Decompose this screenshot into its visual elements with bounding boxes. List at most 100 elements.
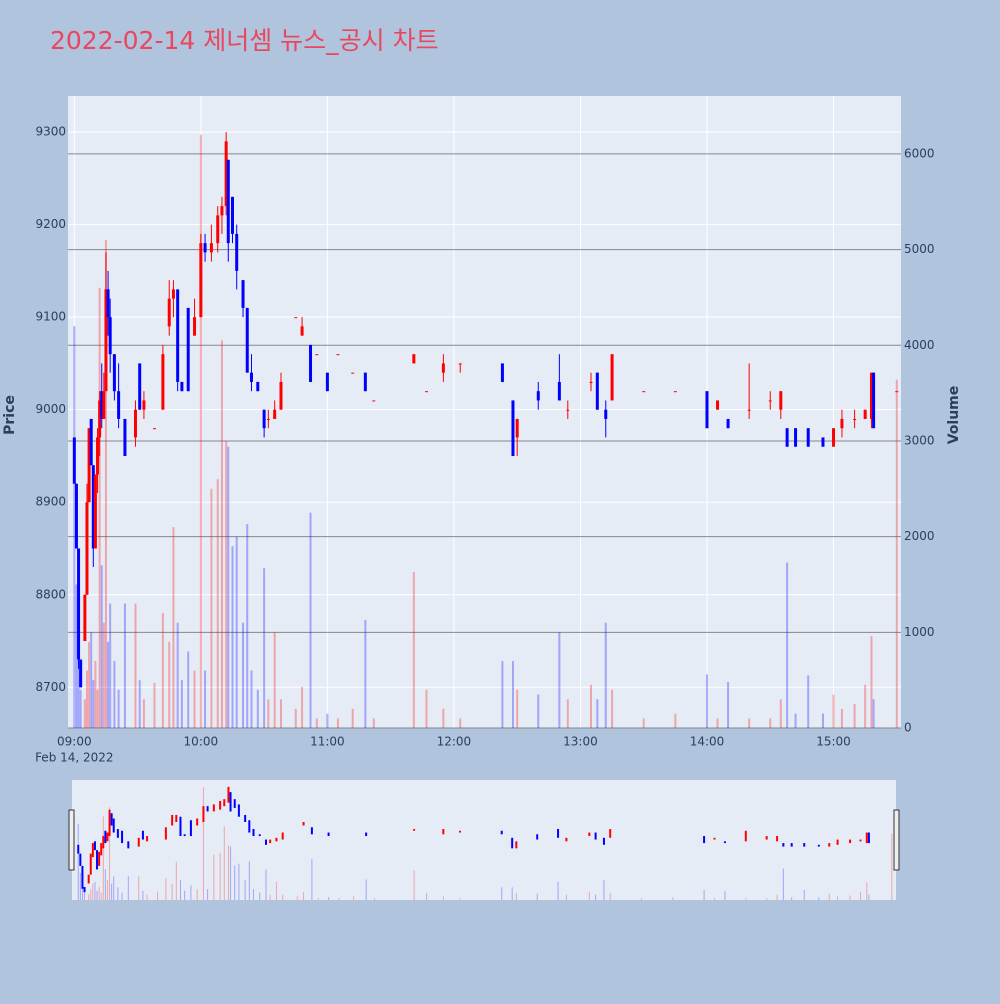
volume-bar: [83, 699, 86, 728]
candle-body: [91, 465, 95, 549]
candle-body: [241, 280, 245, 308]
slider-volume-bar: [227, 845, 229, 900]
slider-handle[interactable]: [68, 809, 75, 871]
candle-body: [142, 400, 146, 410]
volume-bar: [267, 699, 270, 728]
candle-body: [180, 381, 184, 392]
volume-bar: [90, 632, 93, 728]
volume-bar: [85, 670, 88, 728]
volume-bar: [193, 670, 196, 728]
slider-volume-bar: [77, 823, 79, 900]
y2-tick-label: 0: [904, 721, 912, 735]
candle-body: [863, 409, 867, 419]
candle-body: [604, 409, 608, 419]
candle-body: [112, 354, 116, 392]
volume-bar: [187, 651, 190, 728]
x-tick-label: 14:00: [690, 735, 725, 749]
candle-body: [840, 418, 844, 429]
slider-volume-bar: [714, 898, 716, 900]
slider-volume-bar: [88, 894, 90, 900]
candle-body: [167, 298, 171, 327]
candle-body: [266, 418, 270, 420]
volume-bar: [75, 584, 78, 728]
slider-volume-bar: [353, 896, 355, 900]
slider-volume-bar: [196, 889, 198, 900]
slider-volume-bar: [766, 898, 768, 900]
volume-bar: [832, 694, 835, 728]
slider-volume-bar: [117, 887, 119, 900]
volume-bar: [309, 512, 312, 728]
candle-body: [705, 391, 709, 429]
slider-volume-bar: [98, 887, 100, 900]
y2-tick-label: 5000: [904, 242, 935, 256]
volume-bar: [611, 689, 614, 728]
candle-body: [108, 317, 112, 355]
slider-volume-bar: [213, 854, 215, 900]
y2-tick-label: 3000: [904, 433, 935, 447]
slider-volume-bar: [157, 891, 159, 900]
slider-volume-bar: [328, 897, 330, 900]
candle-body: [372, 400, 376, 402]
y2-tick-label: 4000: [904, 338, 935, 352]
candle-body: [309, 344, 313, 382]
slider-volume-bar: [557, 881, 559, 900]
slider-volume-bar: [100, 892, 102, 900]
volume-bar: [748, 718, 751, 728]
candle-body: [171, 289, 175, 299]
slider-handle[interactable]: [893, 809, 900, 871]
candle-body: [511, 400, 515, 456]
volume-bar: [516, 689, 519, 728]
range-slider[interactable]: [72, 780, 896, 900]
candle-body: [193, 317, 197, 336]
volume-bar: [161, 613, 164, 728]
slider-volume-bar: [109, 807, 111, 900]
slider-volume-bar: [184, 890, 186, 900]
candle-body: [515, 418, 519, 438]
volume-bar: [596, 699, 599, 728]
y-tick-label: 9300: [35, 125, 66, 139]
slider-volume-bar: [609, 892, 611, 900]
volume-bar: [566, 699, 569, 728]
slider-volume-bar: [303, 892, 305, 900]
volume-bar: [294, 708, 297, 728]
volume-bar: [210, 488, 213, 728]
slider-volume-bar: [818, 897, 820, 900]
candle-body: [610, 354, 614, 401]
candle-body: [300, 326, 304, 336]
plot-area: [68, 96, 901, 728]
candle-body: [96, 437, 100, 475]
volume-bar: [786, 562, 789, 728]
volume-bar: [301, 686, 304, 728]
slider-volume-bar: [90, 889, 92, 900]
slider-volume-bar: [672, 897, 674, 900]
volume-bar: [372, 718, 375, 728]
volume-bar: [336, 718, 339, 728]
slider-volume-bar: [317, 898, 319, 900]
candle-body: [224, 141, 228, 207]
candle-body: [176, 289, 180, 382]
slider-volume-bar: [252, 889, 254, 900]
slider-volume-bar: [501, 887, 503, 900]
slider-volume-bar: [837, 896, 839, 900]
slider-volume-bar: [248, 861, 250, 900]
slider-volume-bar: [259, 892, 261, 900]
candle-body: [133, 409, 137, 438]
candle-body: [779, 391, 783, 410]
candle-body: [83, 594, 87, 642]
candle-body: [642, 391, 646, 393]
x-date-label: Feb 14, 2022: [35, 751, 114, 765]
candle-body: [199, 243, 203, 318]
volume-bar: [794, 713, 797, 728]
volume-bar: [77, 651, 80, 728]
slider-volume-bar: [127, 876, 129, 900]
volume-bar: [180, 680, 183, 728]
candle-body: [566, 409, 570, 411]
volume-bar: [104, 240, 107, 729]
volume-bar: [442, 708, 445, 728]
y-tick-label: 9000: [35, 402, 66, 416]
volume-bar: [840, 708, 843, 728]
slider-volume-bar: [275, 881, 277, 900]
candle-body: [245, 307, 249, 373]
slider-volume-bar: [111, 883, 113, 900]
